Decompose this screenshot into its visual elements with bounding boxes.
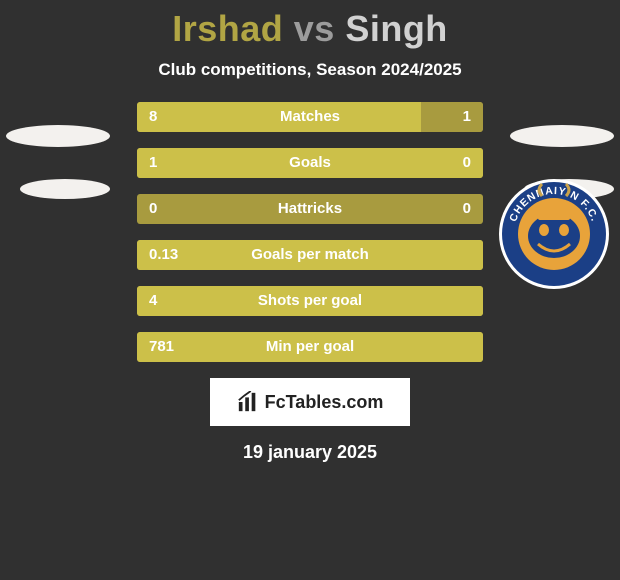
player-b-name: Singh xyxy=(345,8,447,49)
comparison-bars: 8Matches11Goals00Hattricks00.13Goals per… xyxy=(137,102,483,362)
chart-icon xyxy=(237,391,259,413)
stat-row-goals: 1Goals0 xyxy=(137,148,483,178)
stat-metric-label: Min per goal xyxy=(137,332,483,362)
snapshot-date: 19 january 2025 xyxy=(0,442,620,463)
stat-row-min-per-goal: 781Min per goal xyxy=(137,332,483,362)
subtitle: Club competitions, Season 2024/2025 xyxy=(0,60,620,80)
stat-row-goals-per-match: 0.13Goals per match xyxy=(137,240,483,270)
stat-metric-label: Goals xyxy=(137,148,483,178)
stat-metric-label: Hattricks xyxy=(137,194,483,224)
vs-separator: vs xyxy=(294,8,335,49)
stat-row-matches: 8Matches1 xyxy=(137,102,483,132)
comparison-title: Irshad vs Singh xyxy=(0,0,620,50)
player-a-name: Irshad xyxy=(172,8,283,49)
club-badge-chennaiyin: CHENNAIYIN F.C. xyxy=(498,178,610,290)
logo-text: FcTables.com xyxy=(265,392,384,413)
stat-row-hattricks: 0Hattricks0 xyxy=(137,194,483,224)
stat-metric-label: Matches xyxy=(137,102,483,132)
player-a-avatar-placeholder xyxy=(0,125,118,205)
stat-row-shots-per-goal: 4Shots per goal xyxy=(137,286,483,316)
stat-value-right: 0 xyxy=(463,148,471,178)
stat-metric-label: Goals per match xyxy=(137,240,483,270)
stat-value-right: 0 xyxy=(463,194,471,224)
fctables-logo: FcTables.com xyxy=(210,378,410,426)
stat-value-right: 1 xyxy=(463,102,471,132)
stat-metric-label: Shots per goal xyxy=(137,286,483,316)
